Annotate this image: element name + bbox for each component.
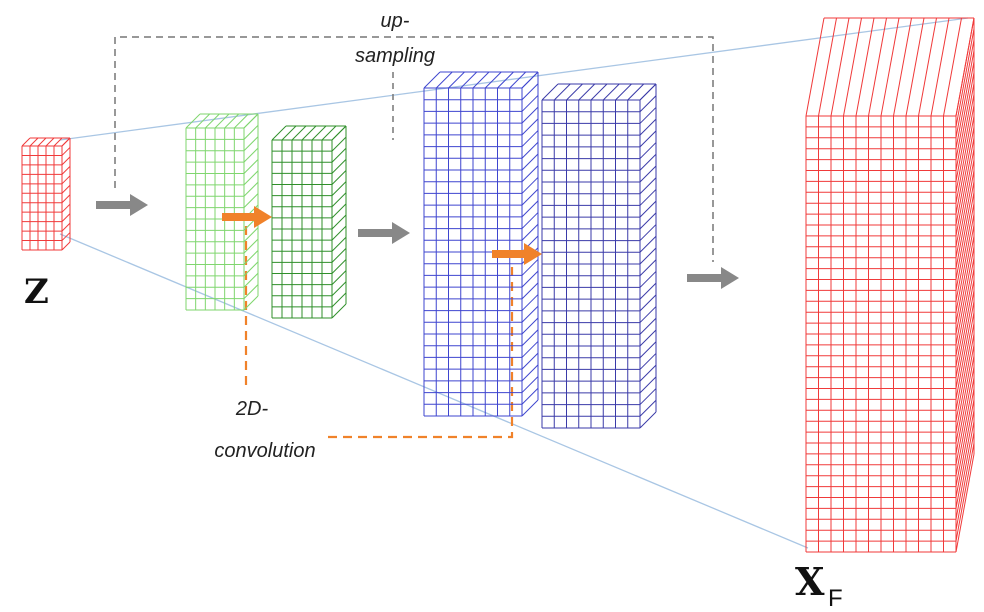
- conv-label-line2: convolution: [214, 440, 315, 462]
- feature-map-dark-green: [271, 125, 347, 319]
- flow-arrows: [96, 194, 739, 289]
- upsampling-label-line2: sampling: [355, 45, 435, 67]
- feature-maps: [21, 17, 975, 553]
- frustum-line-1: [59, 17, 969, 141]
- gray-right-arrow-3: [687, 267, 739, 289]
- input-tensor-z: [21, 137, 71, 251]
- output-variable-subscript: F: [828, 585, 843, 612]
- gray-right-arrow-1: [96, 194, 148, 216]
- conv-bracket-right: [328, 262, 514, 439]
- output-tensor-xf: [805, 17, 975, 553]
- annotation-lines: [114, 36, 714, 439]
- output-variable-label: X: [795, 559, 825, 604]
- upsampling-bracket-line: [114, 36, 714, 262]
- feature-map-indigo: [541, 83, 657, 429]
- orange-right-arrow-1: [222, 206, 272, 228]
- gray-right-arrow-2: [358, 222, 410, 244]
- feature-map-blue: [423, 71, 539, 417]
- upsampling-label-line1: up-: [381, 10, 410, 32]
- conv-label-line1: 2D-: [235, 398, 269, 420]
- feature-map-light-green: [185, 113, 259, 311]
- frustum-lines: [59, 17, 969, 549]
- orange-right-arrow-2: [492, 243, 542, 265]
- frustum-line-2: [59, 233, 809, 549]
- input-variable-label: Z: [24, 272, 49, 312]
